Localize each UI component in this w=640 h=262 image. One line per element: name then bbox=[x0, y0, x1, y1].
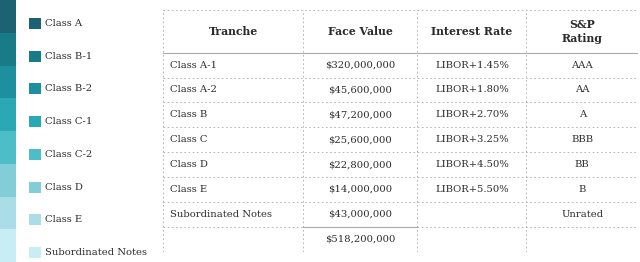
Text: $22,800,000: $22,800,000 bbox=[328, 160, 392, 169]
Bar bbox=[0, 196, 16, 229]
Bar bbox=[0, 66, 16, 98]
Bar bbox=[0, 229, 16, 262]
Text: LIBOR+2.70%: LIBOR+2.70% bbox=[435, 110, 509, 119]
Bar bbox=[29, 116, 41, 127]
Text: $45,600,000: $45,600,000 bbox=[328, 85, 392, 94]
Text: AAA: AAA bbox=[572, 61, 593, 70]
Text: Class E: Class E bbox=[45, 215, 83, 225]
Text: Class C-1: Class C-1 bbox=[45, 117, 93, 126]
Text: Class B: Class B bbox=[170, 110, 207, 119]
Bar bbox=[29, 51, 41, 62]
Text: A: A bbox=[579, 110, 586, 119]
Bar bbox=[0, 131, 16, 164]
Text: $47,200,000: $47,200,000 bbox=[328, 110, 392, 119]
Text: LIBOR+1.80%: LIBOR+1.80% bbox=[435, 85, 509, 94]
Bar bbox=[0, 0, 16, 33]
Text: Face Value: Face Value bbox=[328, 26, 393, 37]
Text: AA: AA bbox=[575, 85, 589, 94]
Text: Tranche: Tranche bbox=[209, 26, 258, 37]
Text: LIBOR+3.25%: LIBOR+3.25% bbox=[435, 135, 509, 144]
Bar bbox=[29, 215, 41, 226]
Text: Class C-2: Class C-2 bbox=[45, 150, 93, 159]
Text: BB: BB bbox=[575, 160, 589, 169]
Text: Class A-1: Class A-1 bbox=[170, 61, 218, 70]
Text: Class C: Class C bbox=[170, 135, 208, 144]
Text: Class D: Class D bbox=[45, 183, 83, 192]
Text: Unrated: Unrated bbox=[561, 210, 604, 219]
Bar bbox=[0, 164, 16, 196]
Text: S&P
Rating: S&P Rating bbox=[562, 19, 603, 44]
Bar bbox=[29, 182, 41, 193]
Text: Class E: Class E bbox=[170, 185, 207, 194]
Text: Subordinated Notes: Subordinated Notes bbox=[170, 210, 273, 219]
Bar bbox=[29, 84, 41, 95]
Text: Class A-2: Class A-2 bbox=[170, 85, 217, 94]
Text: $14,000,000: $14,000,000 bbox=[328, 185, 392, 194]
Text: $43,000,000: $43,000,000 bbox=[328, 210, 392, 219]
Text: LIBOR+4.50%: LIBOR+4.50% bbox=[435, 160, 509, 169]
Bar bbox=[29, 18, 41, 29]
Text: Class B-2: Class B-2 bbox=[45, 84, 92, 94]
Text: B: B bbox=[579, 185, 586, 194]
Text: Class D: Class D bbox=[170, 160, 208, 169]
Text: Class B-1: Class B-1 bbox=[45, 52, 93, 61]
Text: BBB: BBB bbox=[572, 135, 593, 144]
Text: $25,600,000: $25,600,000 bbox=[328, 135, 392, 144]
Bar bbox=[0, 98, 16, 131]
Bar bbox=[29, 247, 41, 258]
Bar bbox=[0, 33, 16, 66]
Text: Class A: Class A bbox=[45, 19, 83, 28]
Text: LIBOR+1.45%: LIBOR+1.45% bbox=[435, 61, 509, 70]
Text: Interest Rate: Interest Rate bbox=[431, 26, 513, 37]
Bar bbox=[29, 149, 41, 160]
Text: $320,000,000: $320,000,000 bbox=[325, 61, 396, 70]
Text: LIBOR+5.50%: LIBOR+5.50% bbox=[435, 185, 509, 194]
Text: $518,200,000: $518,200,000 bbox=[325, 234, 396, 244]
Text: Subordinated Notes: Subordinated Notes bbox=[45, 248, 147, 257]
